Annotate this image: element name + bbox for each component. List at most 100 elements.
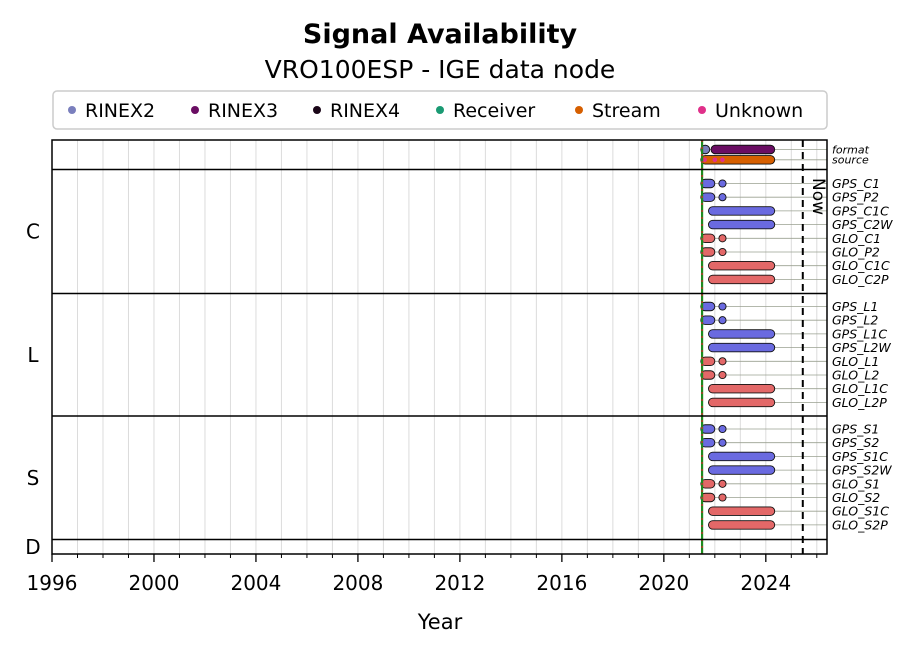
x-tick-label-1996: 1996 [27,571,78,595]
row-label-glo-c1c: GLO_C1C [832,258,890,273]
row-label-gps-l2w: GPS_L2W [832,340,891,355]
row-label-glo-s2: GLO_S2 [832,490,880,505]
legend-marker-stream [575,106,583,114]
x-tick-label-2024: 2024 [740,571,791,595]
bar-gps-l1-0 [700,301,716,312]
chart-title: Signal Availability [303,19,578,50]
bar-glo-s1c-0 [708,506,776,516]
legend-marker-receiver [436,106,444,114]
marks [700,140,804,554]
bar-gps-s1-0 [700,424,716,434]
row-label-gps-l2: GPS_L2 [832,313,878,328]
bar-gps-s2-0 [700,438,716,448]
group-label-d: D [25,535,40,559]
row-label-gps-p2: GPS_P2 [832,190,879,205]
dot-gps-l2-0 [718,316,727,325]
bar-glo-c2p-0 [708,274,776,285]
row-label-glo-s1: GLO_S1 [832,476,880,491]
dot-source-2 [720,157,725,163]
bar-format-1 [710,144,776,155]
x-tick-label-2008: 2008 [332,571,383,595]
legend-marker-rinex4 [313,106,321,114]
legend-label-rinex2: RINEX2 [85,100,155,122]
x-axis-label: Year [417,610,463,634]
dot-gps-s2-0 [718,438,727,447]
x-tick-label-2016: 2016 [536,571,587,595]
bar-glo-l1c-0 [708,384,776,394]
row-label-gps-l1: GPS_L1 [832,299,878,314]
bar-glo-c1c-0 [708,261,776,271]
row-label-gps-c1: GPS_C1 [832,176,880,191]
row-label-glo-s2p: GLO_S2P [832,517,888,532]
bar-glo-s1-0 [700,479,716,489]
bar-gps-s1c-0 [708,451,776,462]
legend-label-receiver: Receiver [453,100,535,122]
row-label-source: source [832,154,869,167]
dot-glo-l1-0 [718,357,727,366]
dot-glo-s1-0 [718,479,727,488]
row-label-gps-s2w: GPS_S2W [832,463,892,478]
bar-gps-l2w-0 [708,342,776,353]
row-label-gps-c2w: GPS_C2W [832,217,893,232]
row-label-gps-s1c: GPS_S1C [832,449,888,464]
bar-gps-s2w-0 [708,465,776,475]
chart-subtitle: VRO100ESP - IGE data node [265,55,616,84]
legend-marker-unknown [698,106,706,114]
legend-marker-rinex2 [68,106,76,114]
x-tick-label-2020: 2020 [638,571,689,595]
bar-gps-l1c-0 [708,329,776,339]
dot-glo-p2-0 [718,247,727,257]
row-label-glo-c2p: GLO_C2P [832,272,889,287]
row-label-gps-l1c: GPS_L1C [832,326,887,341]
dot-source-1 [712,157,718,163]
row-label-glo-l2p: GLO_L2P [832,395,887,410]
row-label-glo-c1: GLO_C1 [832,231,881,246]
legend-marker-rinex3 [191,106,199,114]
x-tick-label-2000: 2000 [129,571,180,595]
legend-label-rinex4: RINEX4 [330,100,400,122]
group-label-c: C [26,220,40,244]
row-label-format: format [832,143,870,156]
legend-label-rinex3: RINEX3 [208,100,278,122]
group-label-s: S [27,466,40,490]
plot-border [51,139,828,555]
x-tick-label-2012: 2012 [434,571,485,595]
bar-gps-c1-0 [700,178,716,189]
bar-source-0 [700,155,776,165]
bar-glo-s2-0 [700,492,716,503]
row-label-glo-l1c: GLO_L1C [832,381,888,396]
bar-gps-l2-0 [700,315,716,325]
legend: RINEX2 RINEX3 RINEX4 Receiver Stream Unknown [52,90,828,130]
dot-glo-l2-0 [718,370,727,380]
bar-glo-p2-0 [700,247,716,257]
legend-label-unknown: Unknown [715,100,803,122]
legend-label-stream: Stream [592,100,661,122]
bar-glo-l2-0 [700,370,716,380]
plot-frame [51,139,828,555]
row-label-glo-p2: GLO_P2 [832,245,880,260]
labels: formatsourceCGPS_C1GPS_P2GPS_C1CGPS_C2WG… [25,143,893,558]
row-label-gps-s1: GPS_S1 [832,422,879,437]
bar-gps-c1c-0 [708,206,776,216]
row-label-gps-s2: GPS_S2 [832,435,879,450]
dot-gps-p2-0 [718,193,727,202]
x-tick-label-2004: 2004 [230,571,281,595]
dot-glo-s2-0 [718,493,727,502]
bar-glo-c1-0 [700,233,716,244]
dot-gps-l1-0 [718,302,727,311]
row-label-glo-l1: GLO_L1 [832,354,879,369]
dot-gps-c1-0 [718,179,727,188]
row-label-gps-c1c: GPS_C1C [832,203,889,218]
grid [51,140,818,554]
bar-glo-l2p-0 [708,397,776,408]
bar-gps-c2w-0 [708,219,776,230]
dot-source-0 [702,157,707,163]
bar-gps-p2-0 [700,192,716,202]
dot-gps-s1-0 [718,424,727,434]
dot-glo-c1-0 [718,234,727,243]
row-label-glo-s1c: GLO_S1C [832,504,889,519]
x-axis: 1996 2000 2004 2008 2012 2016 2020 2024 [27,554,818,595]
group-label-l: L [27,343,39,367]
bar-glo-s2p-0 [708,520,776,530]
